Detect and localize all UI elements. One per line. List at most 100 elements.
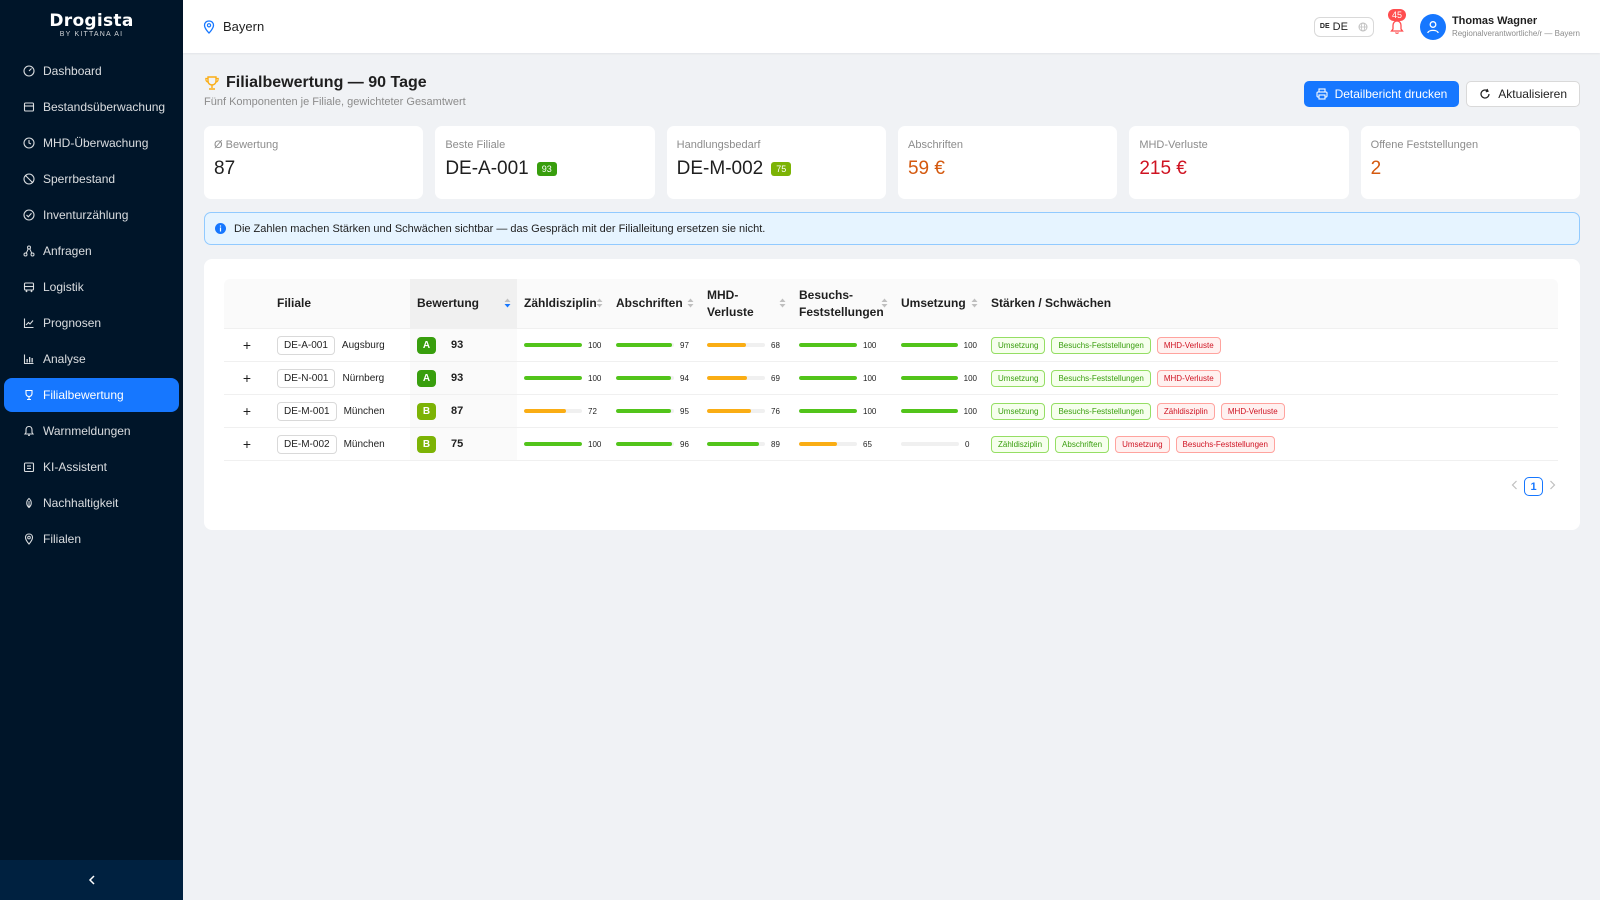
rating-score: 93 [451, 372, 464, 384]
kpi-label: Ø Bewertung [214, 139, 279, 151]
expand-row-button[interactable]: + [242, 370, 252, 386]
metric-value: 100 [588, 340, 602, 350]
strength-tag: Umsetzung [991, 336, 1046, 354]
progress-fill [901, 409, 958, 413]
user-role: Regionalverantwortliche/r — Bayern [1451, 28, 1580, 38]
progress-bar [524, 343, 582, 347]
kpi-label: Offene Feststellungen [1370, 139, 1479, 151]
print-report-button[interactable]: Detailbericht drucken [1303, 81, 1460, 107]
visit-findings-cell: 100 [792, 362, 894, 394]
visit-findings-cell: 100 [792, 329, 894, 361]
page-1-button[interactable]: 1 [1524, 477, 1543, 496]
next-page-button[interactable] [1549, 480, 1556, 493]
notifications-button[interactable]: 45 [1387, 8, 1406, 35]
kpi-writeoffs: Abschriften 59 € [897, 126, 1118, 199]
weakness-tag: Besuchs-Feststellungen [1175, 435, 1275, 453]
progress-fill [616, 409, 672, 413]
sidebar-item-bestandsüberwachung[interactable]: Bestandsüberwachung [4, 90, 179, 124]
table-row[interactable]: + DE-M-001 München B 87 72 95 76 100 100 Umsetzung… [224, 395, 1558, 428]
kpi-value: 2 [1371, 158, 1570, 180]
expand-row-button[interactable]: + [242, 403, 252, 419]
branch-city: Nürnberg [342, 372, 385, 384]
column-header-visit-findings[interactable]: Besuchs-Feststellungen [792, 279, 894, 328]
column-header-count-discipline[interactable]: Zähldisziplin [517, 279, 609, 328]
sidebar-item-anfragen[interactable]: Anfragen [4, 234, 179, 268]
weakness-tag: Zähldisziplin [1156, 402, 1215, 420]
kpi-label: Beste Filiale [445, 139, 506, 151]
language-selector[interactable]: DE DE [1313, 16, 1374, 37]
progress-bar [707, 343, 765, 347]
table-row[interactable]: + DE-M-002 München B 75 100 96 89 65 0 Zähldiszipl… [224, 428, 1558, 461]
sidebar-item-inventurzählung[interactable]: Inventurzählung [4, 198, 179, 232]
region-selector[interactable]: Bayern [203, 19, 264, 34]
progress-bar [799, 442, 857, 446]
branch-code-tag[interactable]: DE-M-001 [277, 401, 337, 421]
sort-icon [971, 298, 978, 308]
sidebar-item-filialbewertung[interactable]: Filialbewertung [4, 378, 179, 412]
expand-row-button[interactable]: + [242, 436, 252, 452]
grade-badge: A [417, 336, 436, 354]
table-row[interactable]: + DE-A-001 Augsburg A 93 100 97 68 100 100 Umsetzu… [224, 329, 1558, 362]
sidebar-item-warnmeldungen[interactable]: Warnmeldungen [4, 414, 179, 448]
progress-bar [799, 409, 857, 413]
share-icon [23, 245, 35, 257]
metric-value: 95 [680, 406, 689, 416]
user-info[interactable]: Thomas Wagner Regionalverantwortliche/r … [1452, 15, 1580, 39]
sidebar-item-logistik[interactable]: Logistik [4, 270, 179, 304]
progress-bar [799, 376, 857, 380]
writeoffs-cell: 97 [609, 329, 700, 361]
sidebar-item-mhd-überwachung[interactable]: MHD-Überwachung [4, 126, 179, 160]
check-circle-icon [23, 209, 35, 221]
weakness-tag: MHD-Verluste [1220, 402, 1285, 420]
sidebar-item-label: Prognosen [43, 316, 102, 330]
pagination: 1 [1511, 477, 1556, 496]
branch-code-tag[interactable]: DE-A-001 [277, 335, 335, 355]
strength-tag: Zähldisziplin [991, 435, 1050, 453]
refresh-button[interactable]: Aktualisieren [1466, 81, 1580, 107]
expand-cell: + [224, 428, 270, 460]
branch-code-tag[interactable]: DE-N-001 [277, 368, 336, 388]
table-row[interactable]: + DE-N-001 Nürnberg A 93 100 94 69 100 100 Umsetzu… [224, 362, 1558, 395]
brand-logo[interactable]: Drogista BY KITTANA AI [0, 0, 183, 50]
user-avatar[interactable] [1419, 13, 1446, 40]
sidebar-item-analyse[interactable]: Analyse [4, 342, 179, 376]
column-header-mhd-losses[interactable]: MHD-Verluste [700, 279, 792, 328]
rating-cell: A 93 [410, 362, 517, 394]
grade-badge: A [417, 369, 436, 387]
prev-page-button[interactable] [1511, 480, 1518, 493]
sidebar-item-prognosen[interactable]: Prognosen [4, 306, 179, 340]
sidebar-item-filialen[interactable]: Filialen [4, 522, 179, 556]
rating-cell: B 75 [410, 428, 517, 460]
kpi-value-text: 87 [214, 158, 236, 179]
progress-fill [616, 376, 671, 380]
progress-bar [524, 376, 582, 380]
strength-tag: Besuchs-Feststellungen [1051, 336, 1151, 354]
expand-row-button[interactable]: + [242, 337, 252, 353]
strength-tag: Umsetzung [991, 402, 1046, 420]
progress-bar [524, 409, 582, 413]
column-header-implementation[interactable]: Umsetzung [894, 279, 984, 328]
collapse-sidebar-button[interactable] [0, 860, 183, 900]
branch-code-tag[interactable]: DE-M-002 [277, 434, 337, 454]
robot-icon [23, 461, 35, 473]
mhd-losses-cell: 69 [700, 362, 792, 394]
sidebar-item-dashboard[interactable]: Dashboard [4, 54, 179, 88]
sidebar-item-ki-assistent[interactable]: KI-Assistent [4, 450, 179, 484]
sort-icon [779, 298, 786, 308]
column-header-label: Stärken / Schwächen [991, 296, 1112, 310]
sidebar-item-sperrbestand[interactable]: Sperrbestand [4, 162, 179, 196]
print-report-label: Detailbericht drucken [1334, 87, 1448, 101]
user-icon [1427, 20, 1439, 33]
progress-bar [901, 409, 958, 413]
kpi-avg-rating: Ø Bewertung 87 [204, 126, 424, 199]
mhd-losses-cell: 89 [700, 428, 792, 460]
column-header-writeoffs[interactable]: Abschriften [609, 279, 700, 328]
region-label: Bayern [223, 19, 265, 34]
bell-icon [23, 425, 35, 437]
metric-value: 100 [588, 439, 602, 449]
sidebar-item-nachhaltigkeit[interactable]: Nachhaltigkeit [4, 486, 179, 520]
column-header-rating[interactable]: Bewertung [410, 279, 517, 328]
progress-fill [707, 442, 759, 446]
kpi-value-text: 215 € [1139, 158, 1187, 179]
bar-chart-icon [23, 353, 35, 365]
